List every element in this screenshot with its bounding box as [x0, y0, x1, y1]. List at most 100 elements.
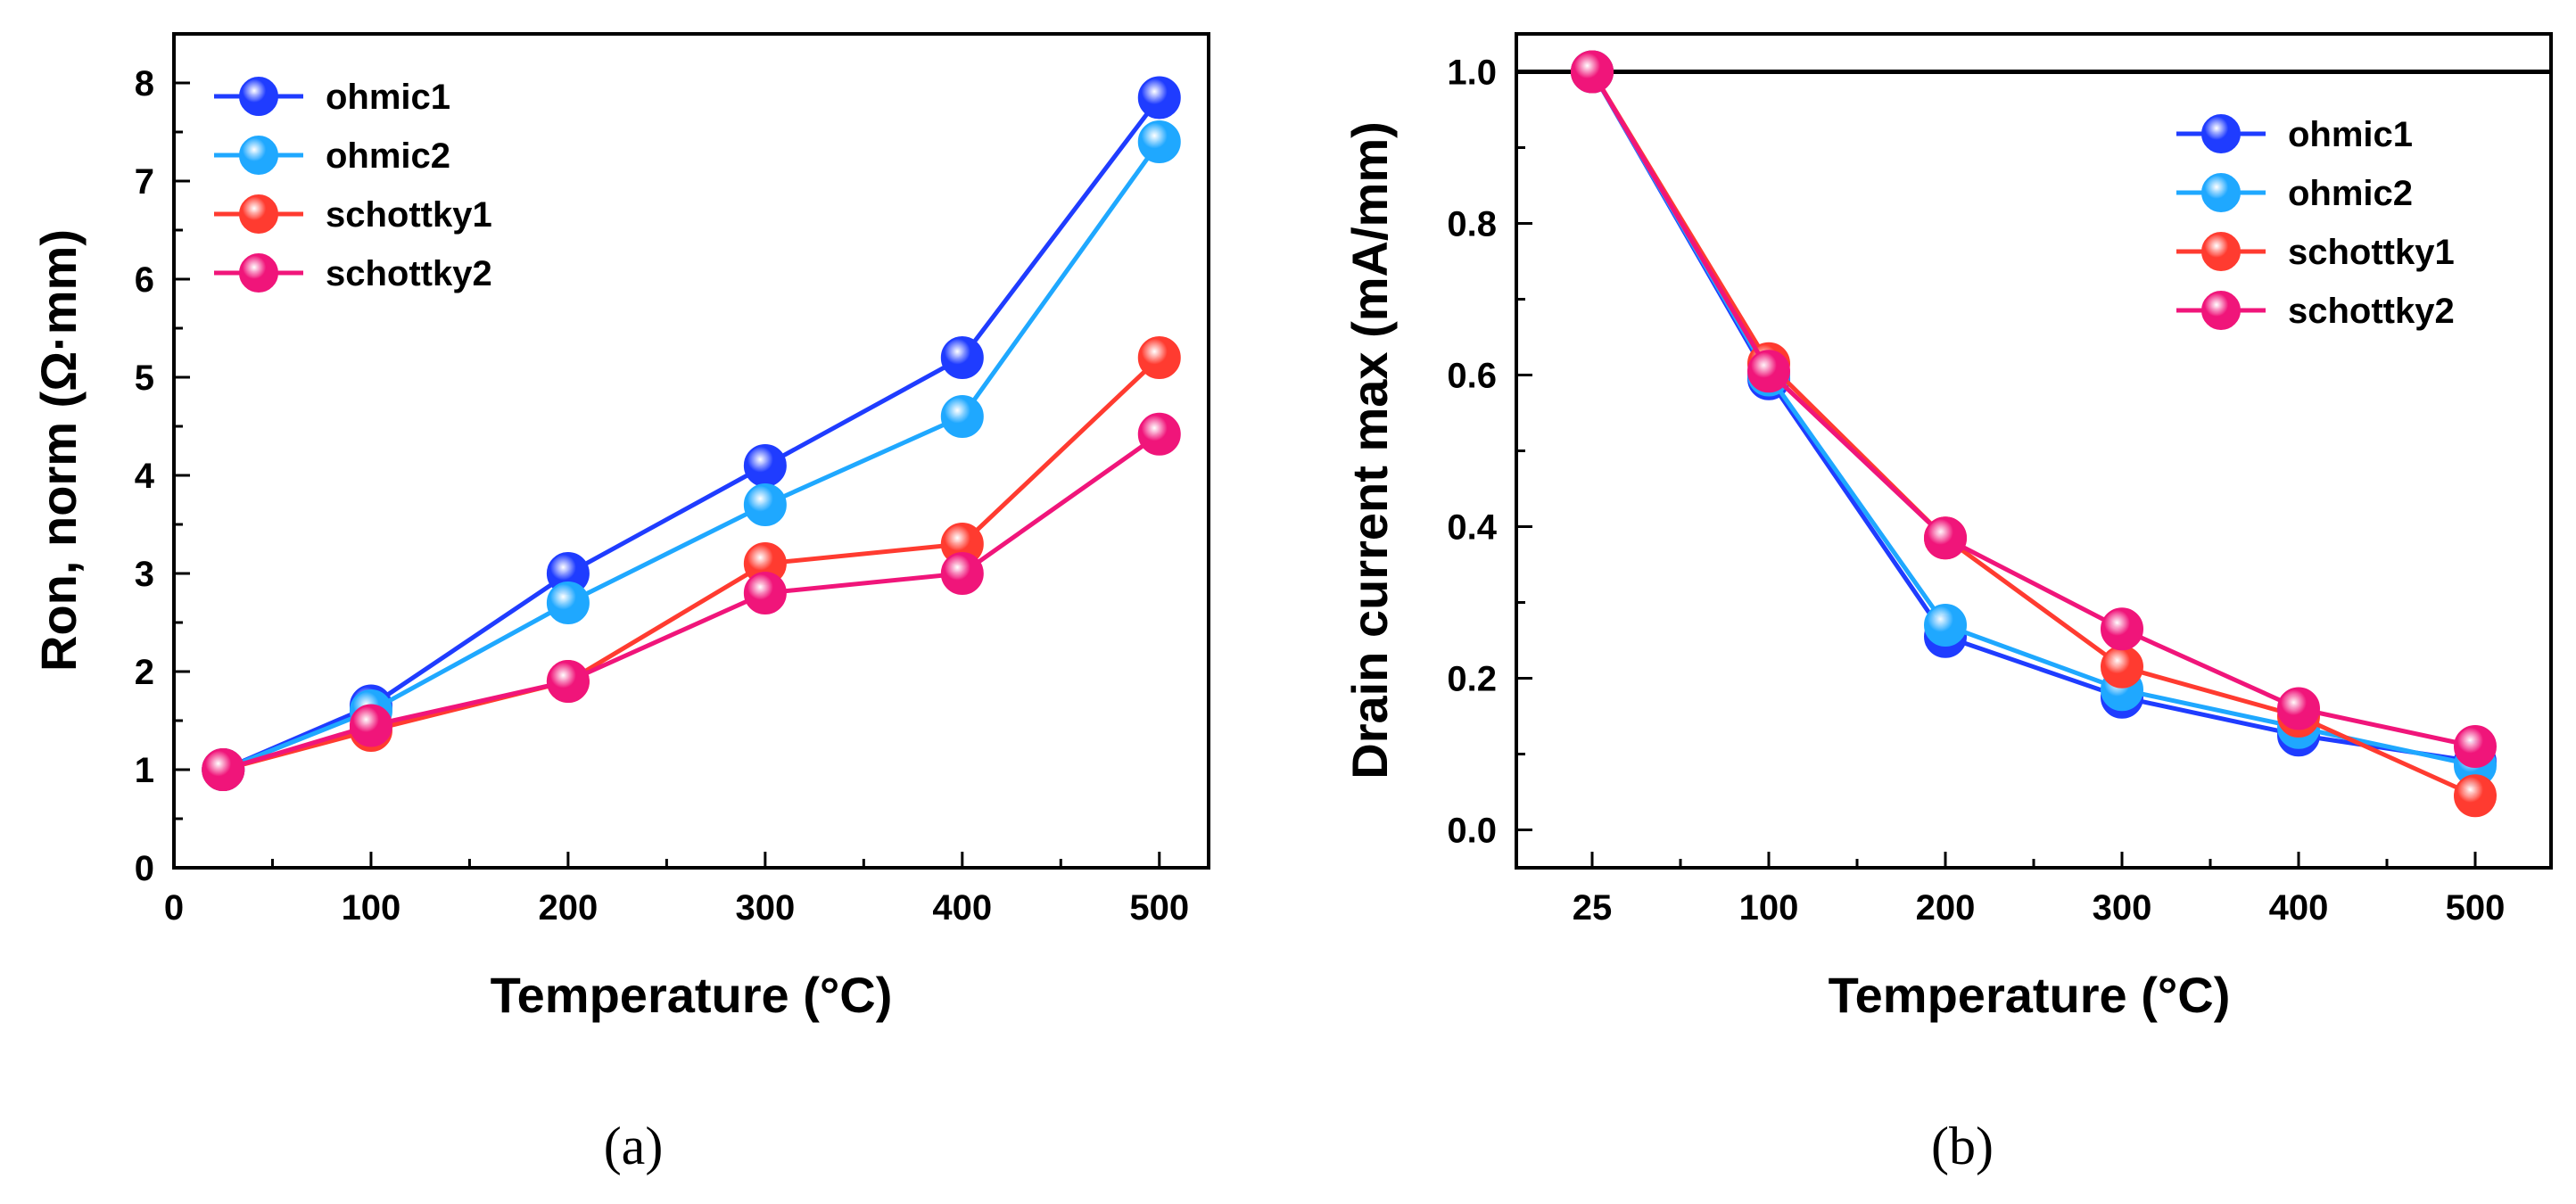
panel-a-y-tick-label: 5 — [135, 359, 154, 398]
panel-a-y-tick-label: 4 — [135, 457, 155, 496]
panel-a-legend-marker — [239, 136, 278, 175]
panel-a-y-tick-label: 3 — [135, 555, 154, 594]
panel-b-legend: ohmic1 ohmic2 schottky1 schottky2 — [2176, 114, 2455, 331]
panel-a-chart: 0 100 200 300 400 500 0 1 2 3 4 5 6 7 8 ohmic1 ohmic2 sc… — [30, 32, 1210, 1175]
panel-b-ticks: 25 100 200 300 400 500 0.0 0.2 0.4 0.6 0.8 1.0 — [1447, 54, 2505, 928]
panel-b-series — [1571, 50, 2497, 818]
panel-b-line-schottky2 — [1589, 70, 2476, 749]
panel-a-legend-label: schottky1 — [326, 195, 492, 235]
panel-a-legend-item-schottky1: schottky1 — [214, 194, 492, 235]
panel-a-y-tick-label: 8 — [135, 64, 154, 103]
panel-b-legend-label: ohmic2 — [2288, 174, 2413, 213]
panel-b-legend-item-ohmic1: ohmic1 — [2176, 114, 2413, 154]
panel-b-series-schottky2 — [1571, 50, 2497, 768]
panel-b-y-tick-label: 0.4 — [1447, 508, 1497, 548]
panel-a-point-ohmic1 — [940, 336, 984, 379]
panel-b-point-schottky2 — [2454, 725, 2497, 768]
panel-a-label: (a) — [604, 1117, 664, 1175]
panel-a-x-tick-label: 100 — [342, 888, 401, 928]
panel-a-y-tick-label: 0 — [135, 849, 154, 888]
panel-b-y-tick-label: 0.0 — [1447, 812, 1497, 851]
panel-a-y-tick-label: 1 — [135, 751, 154, 790]
panel-a-point-schottky2 — [743, 572, 787, 614]
panel-b-series-ohmic2 — [1571, 50, 2497, 788]
panel-a-point-schottky2 — [349, 704, 392, 747]
panel-b-series-ohmic1 — [1571, 50, 2497, 783]
panel-a-y-axis-title: Ron, norm (Ω·mm) — [30, 229, 87, 672]
panel-b-legend-marker — [2201, 173, 2241, 212]
panel-a-series-schottky1 — [202, 336, 1181, 791]
panel-b-x-tick-label: 25 — [1573, 888, 1613, 928]
panel-b-x-tick-label: 200 — [1916, 888, 1976, 928]
panel-a-x-tick-label: 200 — [539, 888, 599, 928]
panel-a-x-tick-label: 400 — [932, 888, 992, 928]
panel-b-point-schottky2 — [1747, 350, 1790, 393]
panel-a-point-schottky2 — [1137, 412, 1181, 456]
panel-a-point-ohmic2 — [940, 395, 984, 438]
panel-a-series-ohmic1 — [202, 76, 1181, 791]
panel-b-point-schottky2 — [2101, 607, 2143, 651]
panel-b-x-tick-label: 400 — [2269, 888, 2329, 928]
panel-b-x-tick-label: 100 — [1739, 888, 1799, 928]
panel-a-point-ohmic2 — [743, 483, 787, 526]
panel-b-y-tick-label: 0.8 — [1447, 205, 1497, 244]
panel-a-x-tick-label: 500 — [1129, 888, 1189, 928]
panel-b-label: (b) — [1931, 1117, 1994, 1175]
panel-a-line-ohmic2 — [222, 140, 1161, 772]
panel-b-point-schottky2 — [1924, 516, 1967, 560]
panel-a-point-schottky2 — [546, 660, 590, 703]
panel-b-legend-label: ohmic1 — [2288, 115, 2413, 154]
panel-a-line-schottky2 — [222, 432, 1161, 772]
panel-a-legend-marker — [239, 194, 278, 234]
panel-b-point-ohmic2 — [1924, 604, 1967, 647]
panel-b-legend-label: schottky2 — [2288, 292, 2455, 331]
panel-a-x-axis-title: Temperature (°C) — [491, 967, 893, 1023]
panel-b-y-tick-label: 1.0 — [1447, 54, 1497, 93]
panel-a-legend-label: schottky2 — [326, 254, 492, 293]
panel-b-legend-item-ohmic2: ohmic2 — [2176, 173, 2413, 213]
panel-a-ticks: 0 100 200 300 400 500 0 1 2 3 4 5 6 7 8 — [135, 64, 1189, 928]
panel-a-point-ohmic2 — [546, 581, 590, 624]
panel-a-y-tick-label: 7 — [135, 162, 154, 202]
panel-a-legend-marker — [239, 77, 278, 116]
panel-a-legend-item-ohmic1: ohmic1 — [214, 77, 450, 117]
panel-a-series — [202, 76, 1181, 791]
panel-a-legend: ohmic1 ohmic2 schottky1 schottky2 — [214, 77, 492, 293]
panel-b-x-tick-label: 500 — [2446, 888, 2506, 928]
panel-b-plot-frame — [1515, 32, 2553, 870]
panel-b-line-schottky1 — [1589, 70, 2477, 798]
panel-a-point-schottky2 — [940, 552, 984, 595]
panel-b-point-schottky2 — [1571, 50, 1614, 94]
panel-a-point-ohmic1 — [1137, 76, 1181, 120]
panel-b-chart: 25 100 200 300 400 500 0.0 0.2 0.4 0.6 0.8 1.0 ohmi… — [1342, 32, 2553, 1175]
panel-b-legend-label: schottky1 — [2288, 233, 2455, 272]
panel-b-y-axis-title: Drain current max (mA/mm) — [1342, 121, 1398, 779]
panel-b-legend-item-schottky1: schottky1 — [2176, 232, 2455, 272]
panel-b-series-schottky1 — [1571, 50, 2497, 818]
panel-a-legend-label: ohmic1 — [326, 78, 450, 117]
panel-a-legend-label: ohmic2 — [326, 136, 450, 176]
panel-a-point-schottky1 — [1137, 336, 1181, 379]
panel-a-plot-frame — [172, 32, 1210, 870]
panel-a-legend-marker — [239, 253, 278, 293]
panel-b-legend-marker — [2201, 291, 2241, 330]
panel-a-point-ohmic2 — [1137, 120, 1181, 163]
panel-b-point-schottky2 — [2277, 687, 2320, 730]
panel-b-x-tick-label: 300 — [2093, 888, 2152, 928]
panel-a-x-tick-label: 0 — [164, 888, 184, 928]
panel-b-y-tick-label: 0.2 — [1447, 660, 1497, 699]
panel-b-legend-marker — [2201, 114, 2241, 153]
panel-b-y-tick-label: 0.6 — [1447, 357, 1497, 396]
panel-a-line-schottky1 — [222, 356, 1161, 772]
panel-b-x-axis-title: Temperature (°C) — [1829, 967, 2231, 1023]
panel-b-legend-marker — [2201, 232, 2241, 271]
panel-a-legend-item-ohmic2: ohmic2 — [214, 136, 450, 176]
panel-a-y-tick-label: 6 — [135, 260, 154, 300]
panel-b-point-schottky1 — [2101, 645, 2143, 689]
panel-a-series-schottky2 — [202, 412, 1181, 791]
panel-a-point-schottky2 — [202, 748, 245, 791]
panel-a-legend-item-schottky2: schottky2 — [214, 253, 492, 293]
panel-a-point-ohmic1 — [743, 444, 787, 487]
panel-a-x-tick-label: 300 — [735, 888, 795, 928]
